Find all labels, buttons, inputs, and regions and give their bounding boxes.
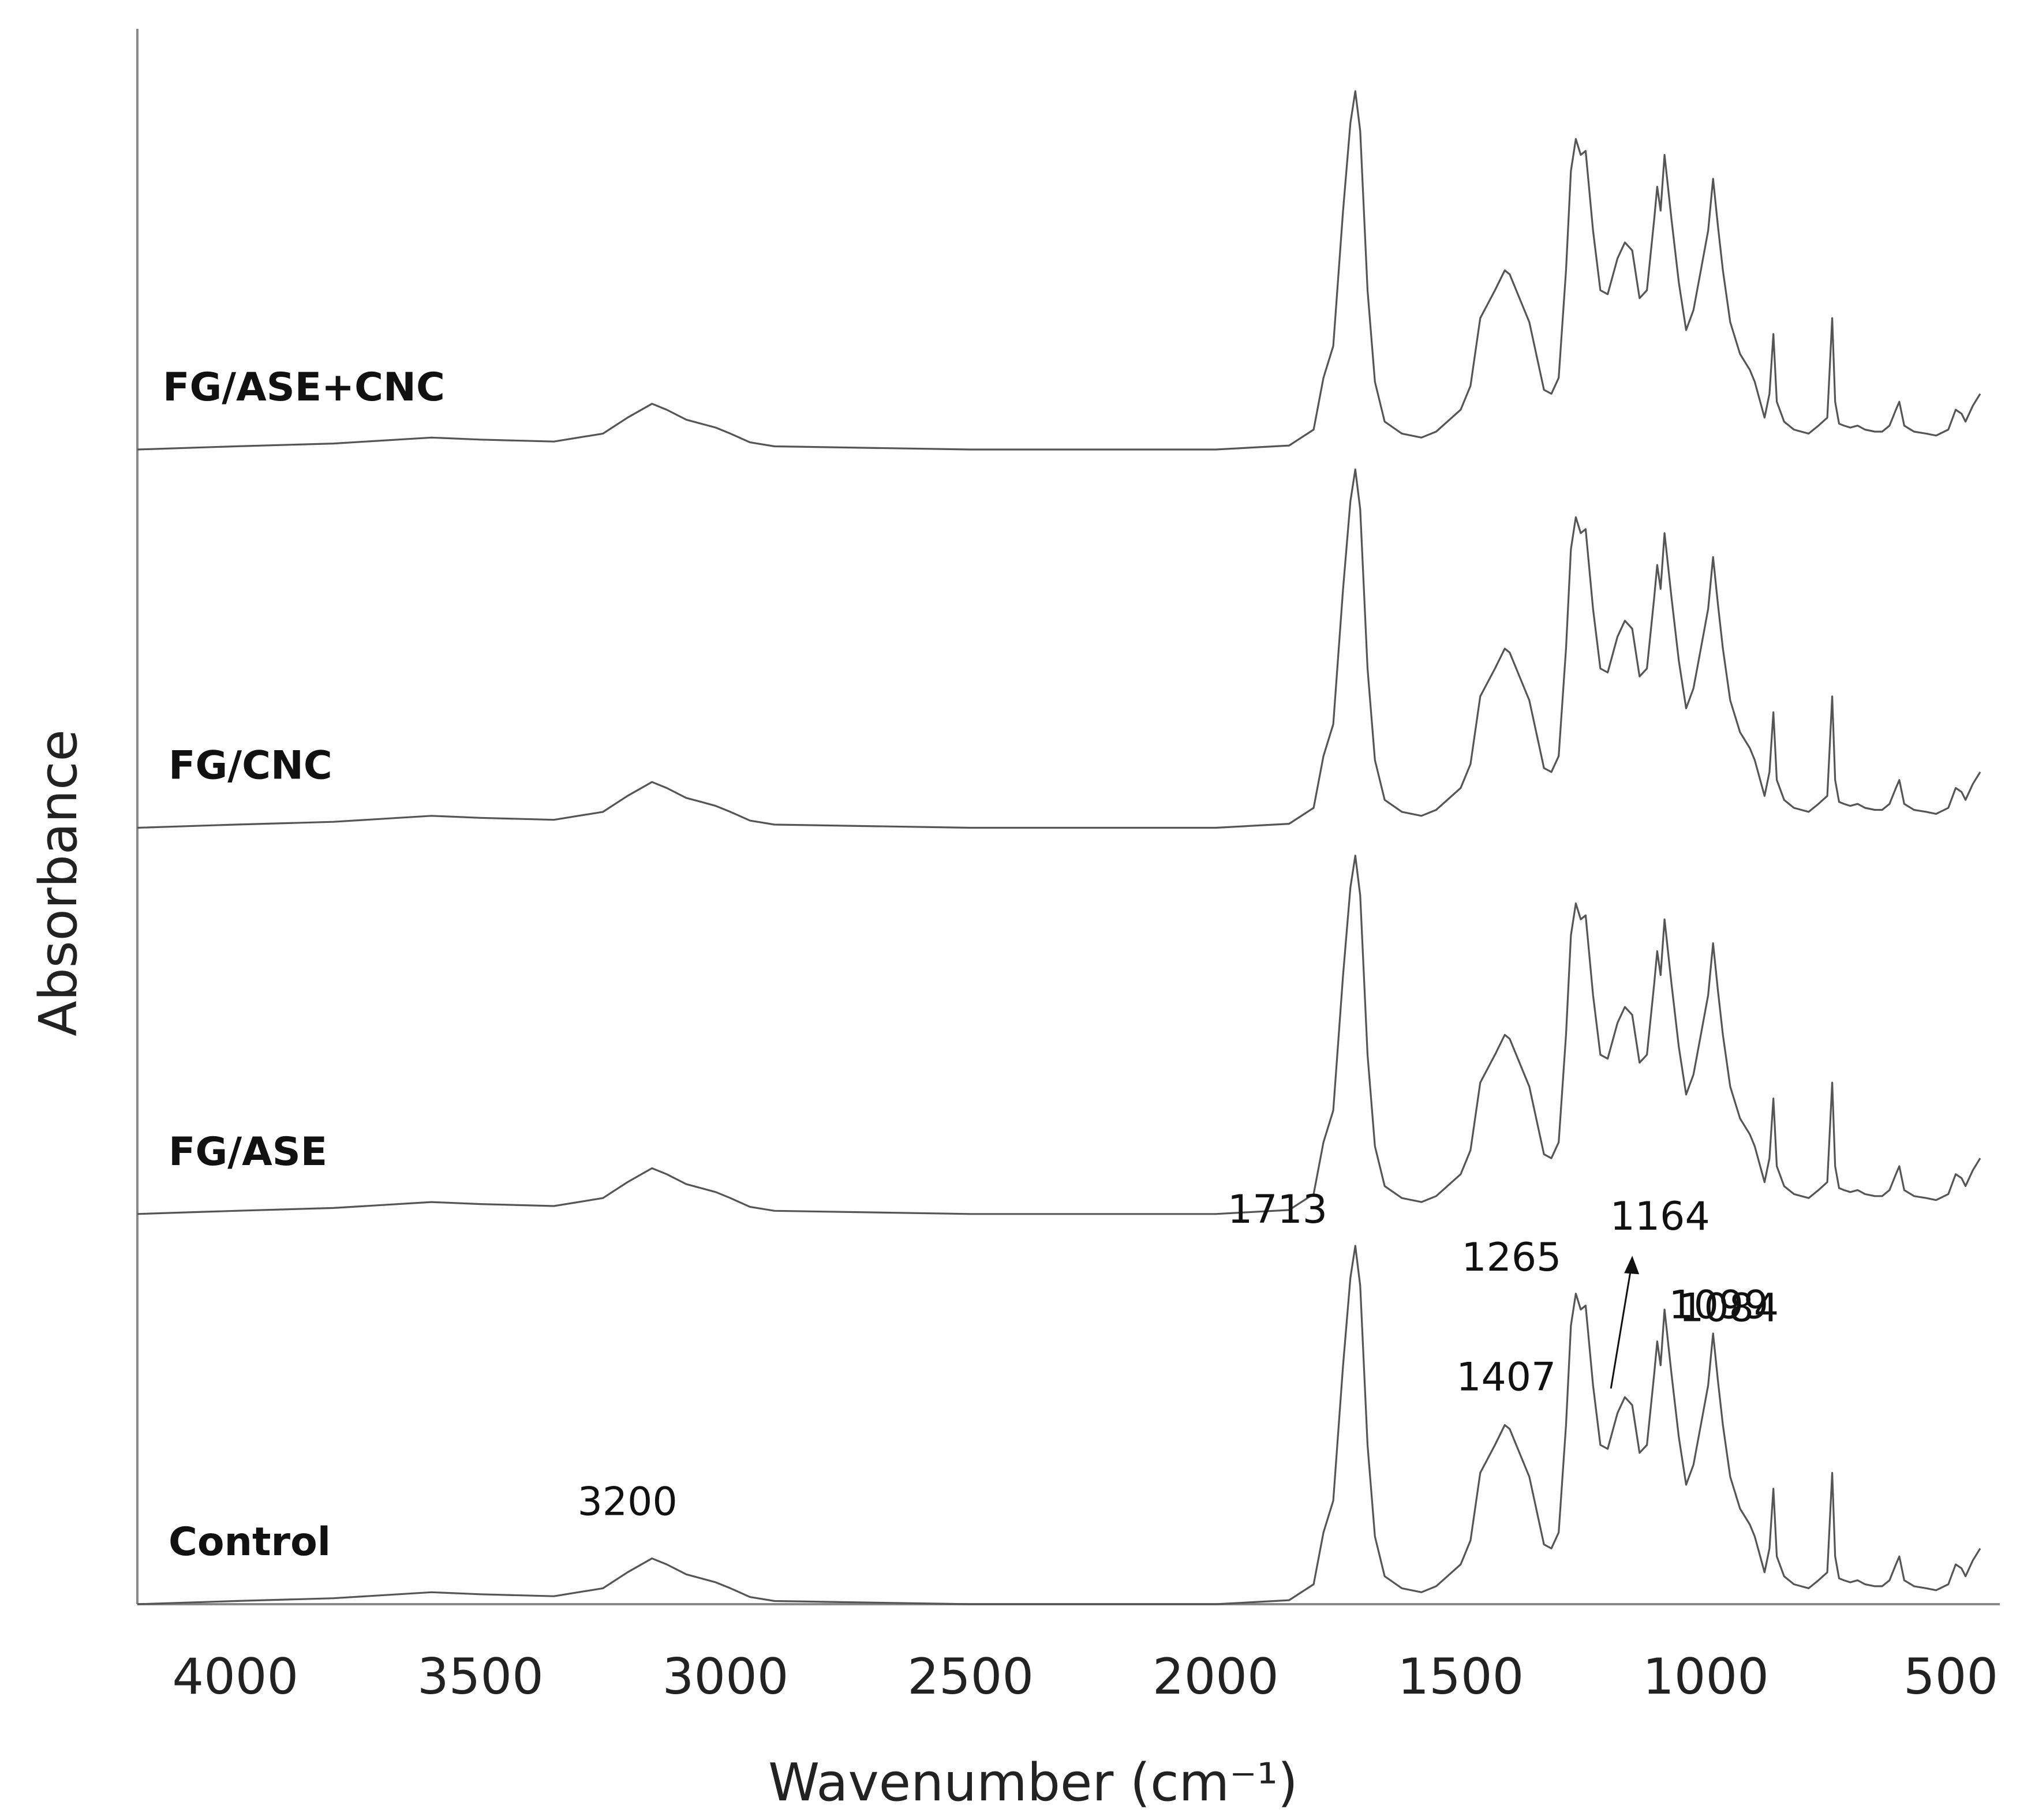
y-axis-title: Absorbance (28, 729, 89, 1036)
series-label-fg-cnc: FG/CNC (169, 743, 332, 789)
spectrum-control (137, 1245, 1981, 1605)
peak-arrow-line-1164 (1610, 1267, 1632, 1389)
spectrum-fg-ase (137, 855, 1981, 1215)
peak-label-1084: 1084 (1679, 1285, 1779, 1331)
x-tick-label-3000: 3000 (663, 1648, 789, 1706)
x-tick-label-4000: 4000 (172, 1648, 298, 1706)
x-tick-label-1000: 1000 (1643, 1648, 1769, 1706)
spectrum-fg-cnc (137, 468, 1981, 829)
series-layer: FG/ASE+CNC FG/CNC FG/ASE Control (137, 90, 1981, 1605)
series-label-control: Control (169, 1519, 331, 1565)
x-tick-label-2000: 2000 (1153, 1648, 1279, 1706)
peak-label-1713: 1713 (1228, 1187, 1327, 1233)
spectrum-fg-ase-cnc (137, 90, 1981, 451)
peak-label-3200: 3200 (578, 1480, 678, 1525)
x-axis-title: Wavenumber (cm⁻¹) (768, 1752, 1298, 1813)
peak-label-1407: 1407 (1456, 1355, 1556, 1400)
x-tick-label-500: 500 (1903, 1648, 1998, 1706)
peak-label-1265: 1265 (1461, 1235, 1561, 1280)
x-tick-labels: 4000 3500 3000 2500 2000 1500 1000 500 (172, 1648, 1998, 1706)
series-label-fg-ase: FG/ASE (169, 1129, 327, 1175)
x-tick-label-3500: 3500 (417, 1648, 544, 1706)
peak-label-1099: 1099 (1669, 1283, 1768, 1328)
x-tick-label-1500: 1500 (1397, 1648, 1524, 1706)
series-label-fg-ase-cnc: FG/ASE+CNC (163, 365, 445, 410)
peak-label-1164: 1164 (1610, 1194, 1710, 1239)
peak-arrow-head-1164 (1624, 1256, 1640, 1275)
x-tick-label-2500: 2500 (907, 1648, 1034, 1706)
